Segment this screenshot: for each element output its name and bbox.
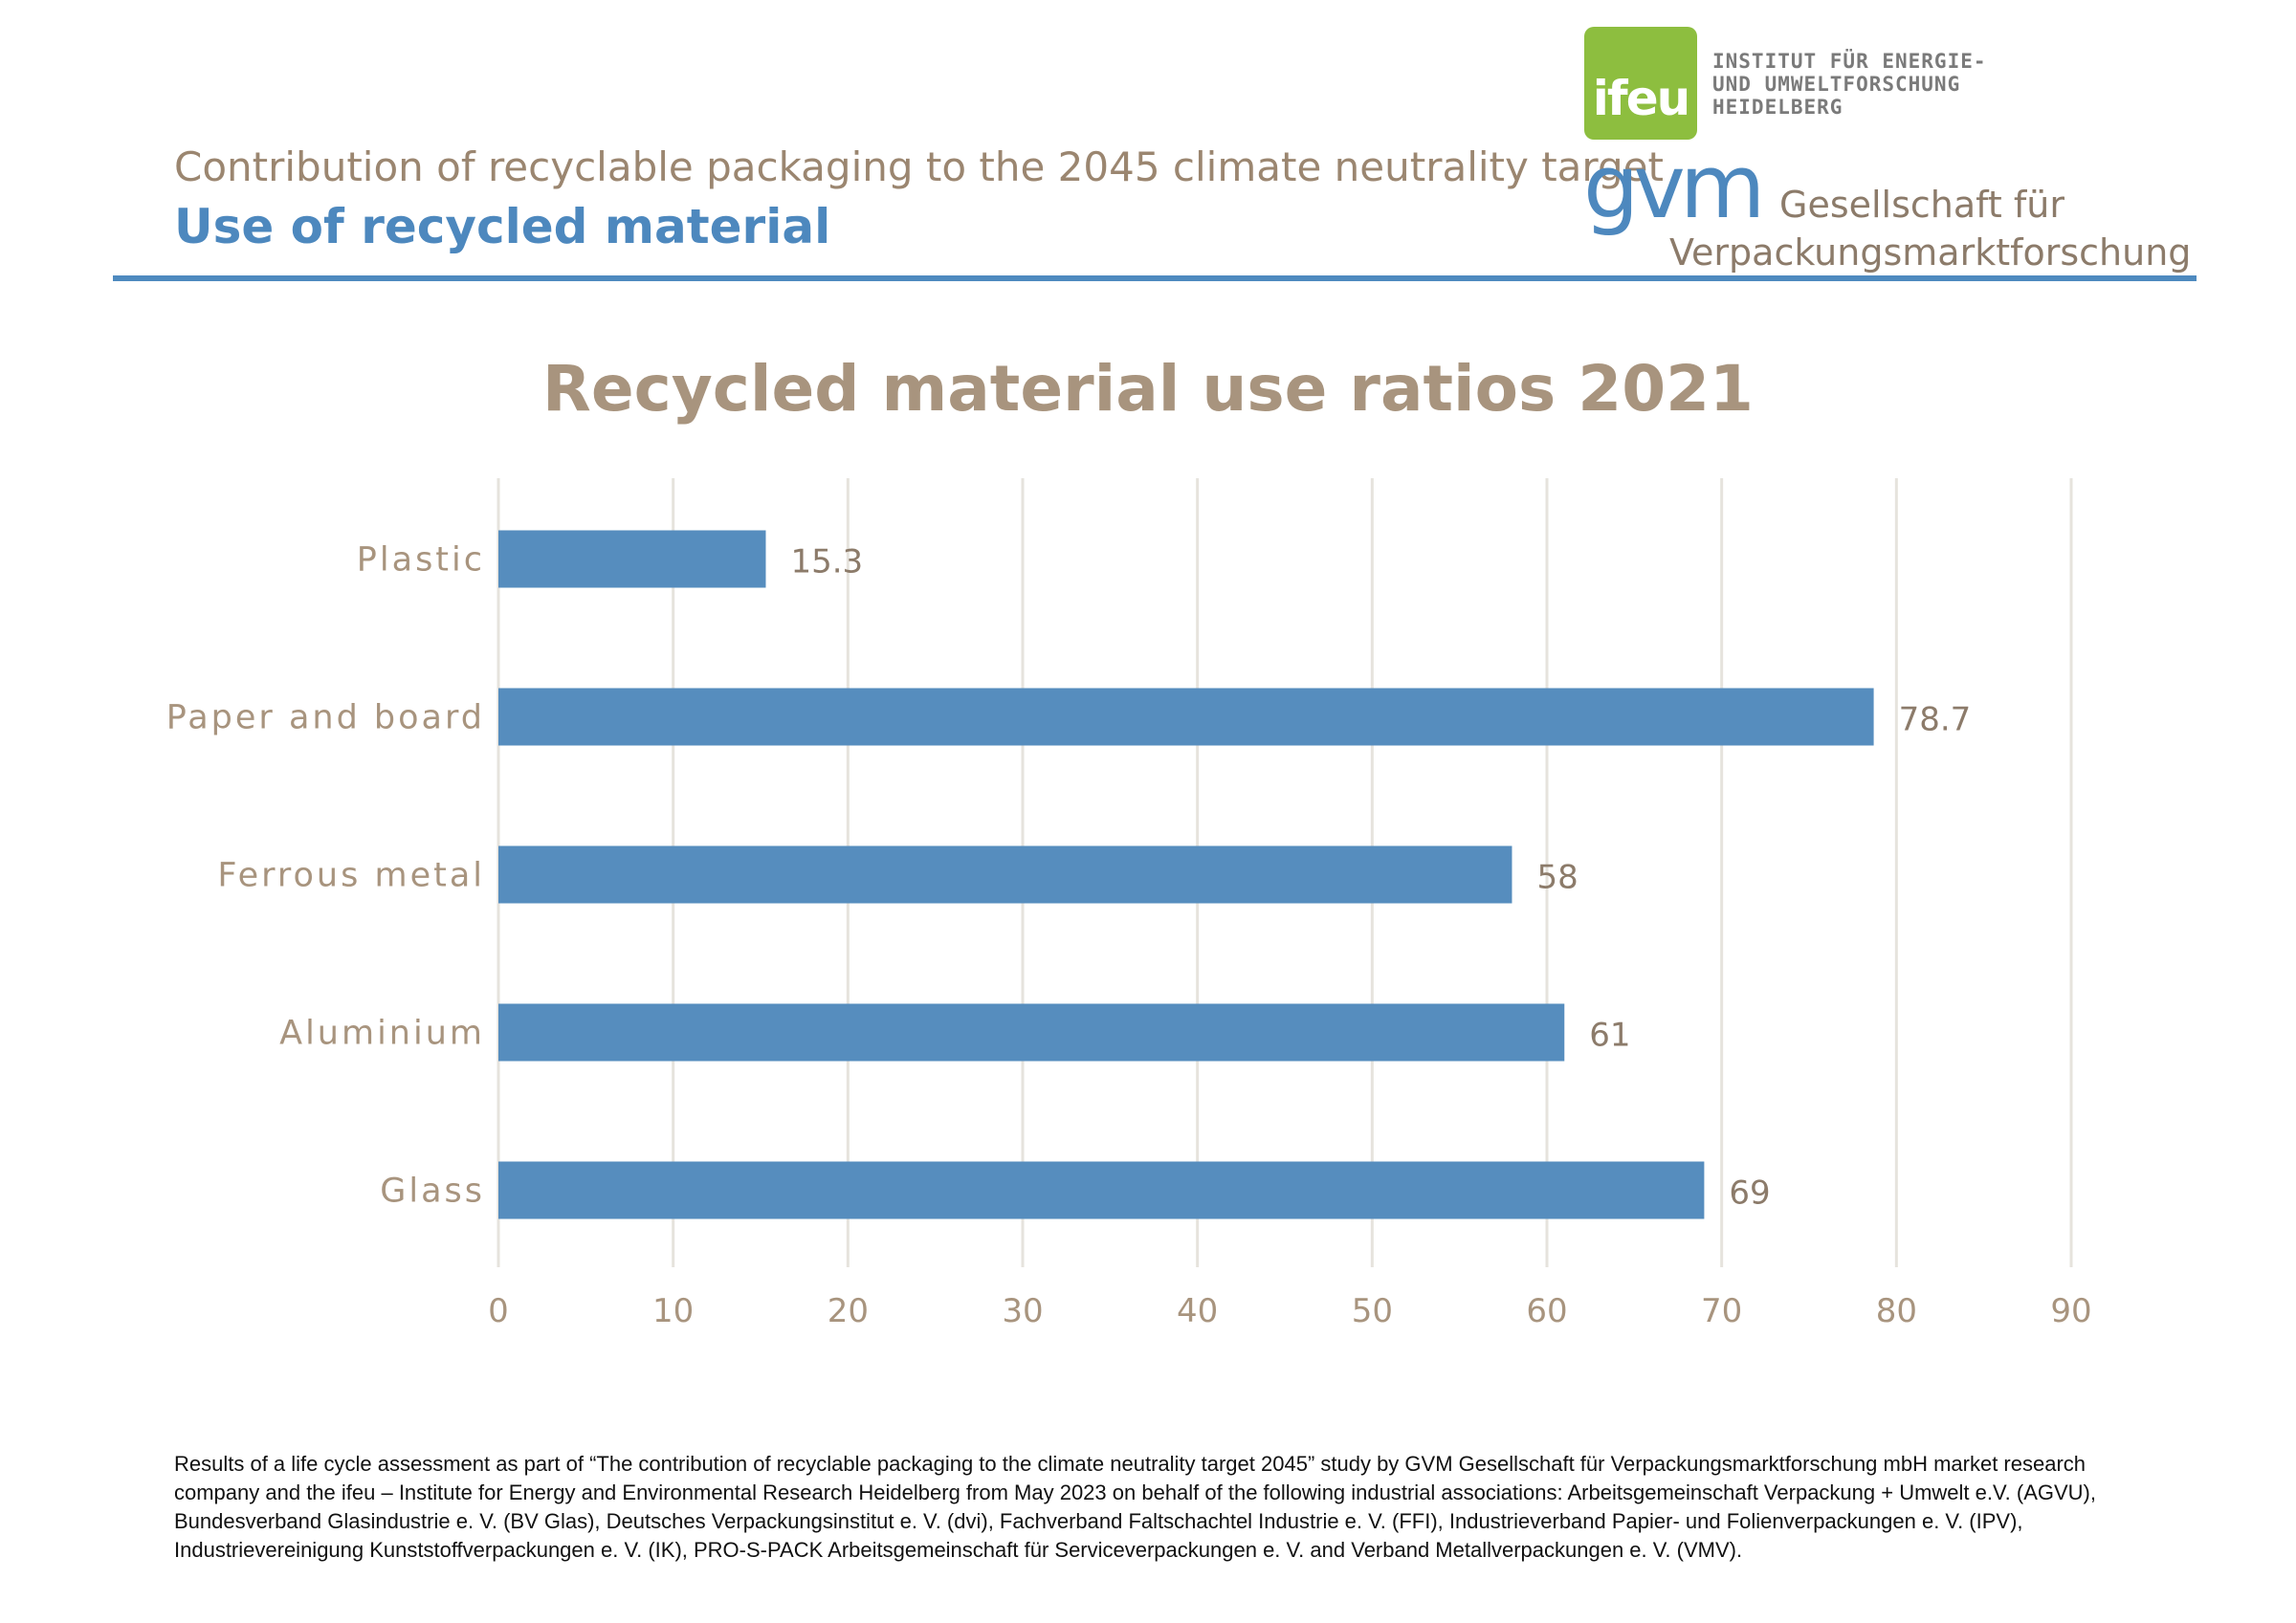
data-label: 69 [1729,1174,1770,1213]
bar [498,688,1874,746]
bar [498,530,766,588]
gvm-name-line1: Gesellschaft für [1779,184,2064,226]
x-tick-label: 80 [1876,1292,1917,1330]
footnote: Results of a life cycle assessment as pa… [174,1452,2096,1562]
ifeu-institute-name: INSTITUT FÜR ENERGIE- UND UMWELTFORSCHUN… [1712,50,1987,119]
data-label: 58 [1536,859,1578,897]
bar [498,845,1512,904]
x-tick-label: 60 [1526,1292,1567,1330]
x-tick-label: 50 [1352,1292,1393,1330]
x-tick-label: 40 [1177,1292,1218,1330]
category-label: Ferrous metal [217,857,485,895]
data-label: 61 [1589,1017,1630,1055]
category-label: Plastic [357,541,485,580]
bar [498,1003,1565,1062]
gvm-name-line2: Verpackungsmarktforschung [1669,231,2192,274]
page-title: Use of recycled material [174,199,831,254]
gvm-logo: gvm [1583,136,1765,238]
x-tick-label: 90 [2050,1292,2091,1330]
header-subtitle: Contribution of recyclable packaging to … [174,143,1664,190]
x-tick-label: 20 [828,1292,869,1330]
x-tick-label: 70 [1701,1292,1742,1330]
bar [498,1161,1705,1219]
data-label: 15.3 [790,543,863,581]
x-tick-label: 30 [1002,1292,1043,1330]
x-tick-label: 10 [652,1292,694,1330]
category-label: Aluminium [279,1015,485,1053]
chart-title: Recycled material use ratios 2021 [542,352,1754,426]
ifeu-logo: ifeu [1584,27,1697,140]
header-divider [113,275,2197,281]
data-label: 78.7 [1899,701,1972,739]
x-tick-label: 0 [488,1292,509,1330]
category-label: Paper and board [166,699,485,737]
category-label: Glass [380,1173,485,1211]
